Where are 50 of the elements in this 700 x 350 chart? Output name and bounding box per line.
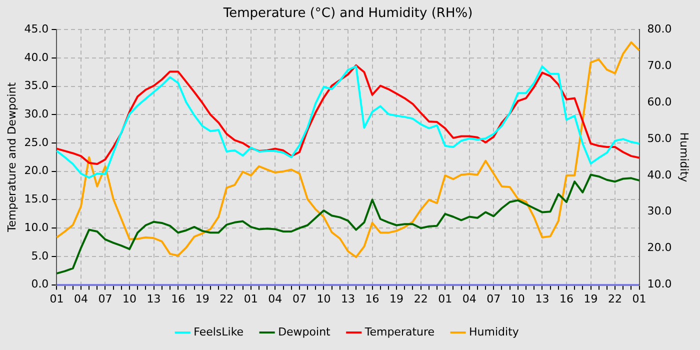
x-tick-label: 10 xyxy=(510,292,525,306)
x-tick-label: 07 xyxy=(98,292,112,306)
y2-tick-label: 30.0 xyxy=(647,204,672,218)
x-tick-label: 01 xyxy=(438,292,452,306)
y2-tick-label: 50.0 xyxy=(647,132,672,145)
y2-tick-label: 40.0 xyxy=(647,168,672,182)
y2-axis-title: Humidity xyxy=(678,132,691,183)
y-tick-label: 20.0 xyxy=(24,164,49,178)
x-tick-label: 04 xyxy=(462,292,476,306)
y-tick-label: 10.0 xyxy=(24,220,49,234)
chart-title: Temperature (°C) and Humidity (RH%) xyxy=(222,6,473,22)
y-tick-label: 45.0 xyxy=(24,22,49,36)
legend-label: Humidity xyxy=(469,325,520,338)
y-tick-label: 15.0 xyxy=(24,192,49,206)
y2-tick-label: 60.0 xyxy=(647,95,672,108)
x-tick-label: 22 xyxy=(220,292,234,306)
legend-label: Dewpoint xyxy=(278,325,332,338)
y-tick-label: 40.0 xyxy=(24,50,49,64)
y2-tick-label: 80.0 xyxy=(647,22,672,36)
legend-label: Temperature xyxy=(364,325,435,338)
x-tick-label: 19 xyxy=(195,292,210,306)
x-tick-label: 22 xyxy=(608,292,622,306)
y-axis-title: Temperature and Dewpoint xyxy=(5,82,18,234)
y-tick-label: 5.0 xyxy=(31,249,49,262)
y2-tick-label: 10.0 xyxy=(647,278,672,291)
x-tick-label: 04 xyxy=(74,292,88,306)
y-tick-label: 35.0 xyxy=(24,79,49,92)
x-tick-label: 07 xyxy=(292,292,306,306)
x-tick-label: 10 xyxy=(316,292,331,306)
x-tick-label: 10 xyxy=(122,292,137,306)
x-tick-label: 01 xyxy=(244,292,258,306)
x-tick-label: 01 xyxy=(632,292,646,306)
x-tick-label: 19 xyxy=(584,292,598,306)
x-tick-label: 13 xyxy=(146,292,161,306)
y-tick-label: 25.0 xyxy=(24,136,49,149)
legend-label: FeelsLike xyxy=(194,325,244,338)
x-tick-label: 16 xyxy=(559,292,574,306)
x-tick-label: 01 xyxy=(50,292,64,306)
x-tick-label: 13 xyxy=(341,292,355,306)
y-tick-label: 0.0 xyxy=(31,278,49,291)
x-tick-label: 22 xyxy=(414,292,428,306)
y2-tick-label: 20.0 xyxy=(647,241,672,254)
x-tick-label: 13 xyxy=(535,292,550,306)
y2-tick-label: 70.0 xyxy=(647,58,672,72)
x-tick-label: 19 xyxy=(390,292,404,306)
x-tick-label: 16 xyxy=(171,292,186,306)
x-tick-label: 16 xyxy=(365,292,380,306)
x-tick-label: 04 xyxy=(268,292,282,306)
x-tick-label: 07 xyxy=(486,292,501,306)
y-tick-label: 30.0 xyxy=(24,108,49,121)
